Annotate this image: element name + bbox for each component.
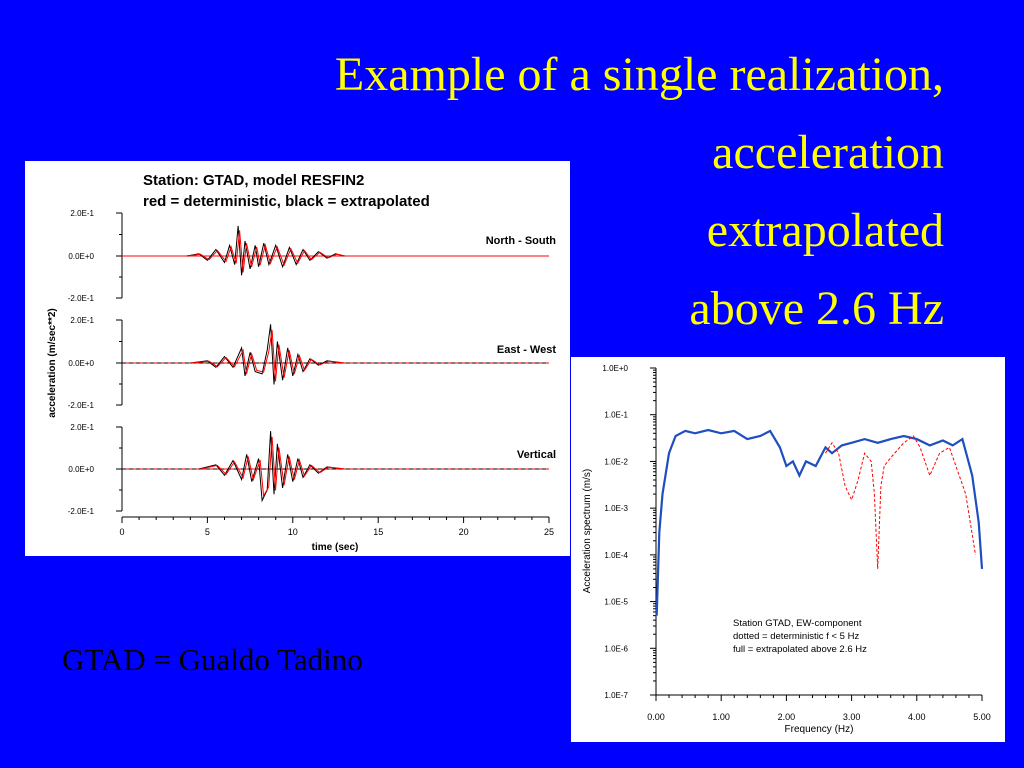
spectrum-chart: 1.0E+0 1.0E-1 1.0E-2 1.0E-3 1.0E-4 1.0E-5 1.0E…: [582, 364, 991, 735]
series-deterministic-line: [200, 436, 346, 498]
series-extrapolated-line: [190, 324, 345, 385]
x-tick-label: 5.00: [973, 712, 991, 722]
y-tick-label: 1.0E-6: [604, 644, 628, 653]
y-tick-label: -2.0E-1: [68, 401, 95, 410]
x-tick-label: 4.00: [908, 712, 926, 722]
y-axis-label: acceleration (m/sec**2): [47, 308, 58, 418]
time-series-chart: Station: GTAD, model RESFIN2 red = determ…: [47, 172, 557, 553]
x-tick-label: 0.00: [647, 712, 665, 722]
caption: GTAD = Gualdo Tadino: [62, 642, 363, 677]
legend-line: Station GTAD, EW-component: [733, 618, 862, 629]
series-full-line: [655, 428, 984, 616]
y-tick-label: 1.0E-7: [604, 691, 628, 700]
series-deterministic-line: [188, 230, 363, 273]
y-axis-label: Acceleration spectrum (m/s): [582, 469, 593, 593]
x-tick-label: 25: [544, 527, 554, 537]
x-tick-label: 20: [459, 527, 469, 537]
y-tick-label: 0.0E+0: [68, 465, 94, 474]
y-tick-label: -2.0E-1: [68, 507, 95, 516]
spectrum-chart-panel: 1.0E+0 1.0E-1 1.0E-2 1.0E-3 1.0E-4 1.0E-5 1.0E…: [571, 357, 1005, 742]
chart-header-line: Station: GTAD, model RESFIN2: [143, 172, 364, 189]
y-tick-label: 0.0E+0: [68, 359, 94, 368]
x-tick-label: 2.00: [778, 712, 796, 722]
x-tick-label: 10: [288, 527, 298, 537]
y-tick-label: -2.0E-1: [68, 294, 95, 303]
x-tick-label: 1.00: [712, 712, 730, 722]
y-tick-label: 1.0E-1: [604, 411, 628, 420]
slide-title-line: Example of a single realization,: [334, 48, 944, 101]
panel-label: Vertical: [517, 449, 556, 461]
series-deterministic-line: [191, 330, 346, 382]
x-axis-label: time (sec): [312, 542, 359, 553]
x-tick-label: 15: [373, 527, 383, 537]
series-extrapolated-line: [198, 431, 345, 503]
y-tick-label: 1.0E-2: [604, 457, 628, 466]
slide-title-line: extrapolated: [706, 204, 944, 257]
panel-label: North - South: [486, 235, 557, 247]
legend-line: full = extrapolated above 2.6 Hz: [733, 644, 867, 655]
x-tick-label: 3.00: [843, 712, 861, 722]
y-tick-label: 2.0E-1: [70, 209, 94, 218]
y-tick-label: 2.0E-1: [70, 423, 94, 432]
y-tick-label: 1.0E+0: [602, 364, 628, 373]
x-tick-label: 5: [205, 527, 210, 537]
panel-label: East - West: [497, 344, 556, 356]
series-extrapolated-line: [186, 225, 362, 276]
y-tick-label: 1.0E-4: [604, 551, 628, 560]
y-tick-label: 0.0E+0: [68, 252, 94, 261]
x-axis-label: Frequency (Hz): [785, 724, 854, 735]
y-tick-label: 1.0E-5: [604, 598, 628, 607]
y-tick-label: 1.0E-3: [604, 504, 628, 513]
slide-title: Example of a single realization, acceler…: [244, 36, 944, 348]
y-tick-label: 2.0E-1: [70, 316, 94, 325]
slide-title-line: above 2.6 Hz: [689, 282, 944, 335]
chart-header-line: red = deterministic, black = extrapolate…: [143, 193, 430, 210]
x-tick-label: 0: [119, 527, 124, 537]
series-dotted-line: [825, 435, 976, 569]
legend-line: dotted = deterministic f < 5 Hz: [733, 631, 859, 642]
slide-title-line: acceleration: [712, 126, 944, 179]
time-series-chart-panel: Station: GTAD, model RESFIN2 red = determ…: [25, 161, 570, 556]
